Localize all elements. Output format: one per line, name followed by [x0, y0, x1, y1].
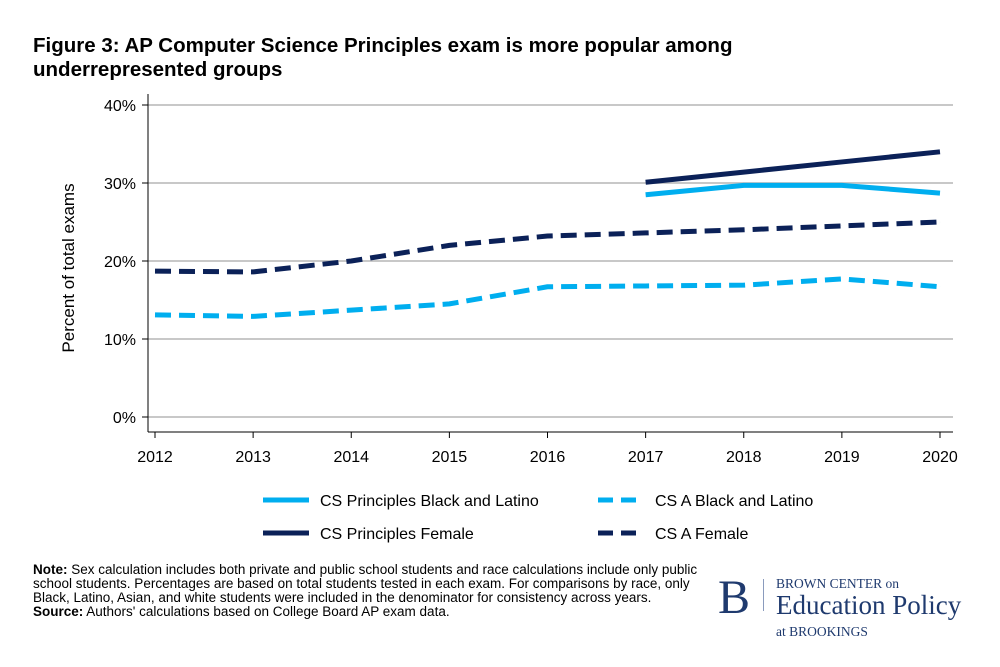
x-tick-label: 2020: [922, 449, 958, 466]
legend-label: CS Principles Female: [320, 526, 474, 543]
x-tick-label: 2017: [628, 449, 664, 466]
y-axis-label: Percent of total exams: [59, 183, 78, 352]
series-line-0: [645, 182, 941, 198]
x-tick-label: 2019: [824, 449, 860, 466]
note: Note: Sex calculation includes both priv…: [33, 563, 713, 619]
y-tick-label: 30%: [104, 176, 136, 193]
source-text: Authors' calculations based on College B…: [83, 604, 450, 619]
logo-line2: Education Policy: [776, 590, 962, 620]
y-tick-label: 0%: [113, 410, 136, 427]
legend-label: CS A Black and Latino: [655, 493, 813, 510]
legend-label: CS Principles Black and Latino: [320, 493, 539, 510]
series-line-1: [154, 276, 941, 319]
note-text: Sex calculation includes both private an…: [33, 562, 698, 605]
logo-letter: B: [718, 571, 751, 624]
y-tick-label: 10%: [104, 332, 136, 349]
logo-line3: at BROOKINGS: [776, 624, 868, 639]
x-tick-label: 2015: [432, 449, 468, 466]
series-line-2: [645, 149, 941, 185]
source-label: Source:: [33, 604, 84, 619]
x-tick-label: 2012: [137, 449, 173, 466]
logo-line1: BROWN CENTER on: [776, 576, 899, 591]
logo-divider: [763, 579, 764, 611]
series-line-3: [154, 219, 941, 275]
chart-title: Figure 3: AP Computer Science Principles…: [33, 34, 733, 81]
x-tick-label: 2013: [235, 449, 271, 466]
note-label: Note:: [33, 562, 68, 577]
legend-label: CS A Female: [655, 526, 748, 543]
y-tick-label: 40%: [104, 98, 136, 115]
x-tick-label: 2016: [530, 449, 566, 466]
x-tick-label: 2014: [333, 449, 369, 466]
y-tick-label: 20%: [104, 254, 136, 271]
x-tick-label: 2018: [726, 449, 762, 466]
